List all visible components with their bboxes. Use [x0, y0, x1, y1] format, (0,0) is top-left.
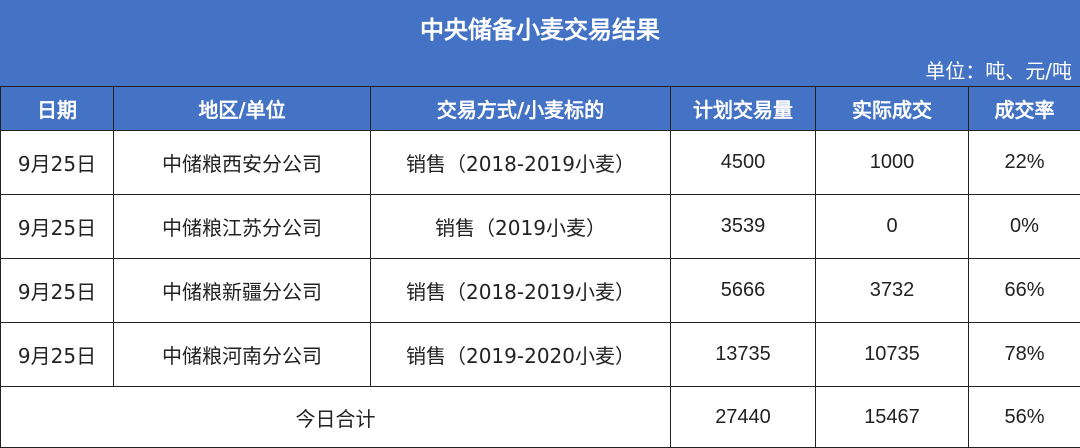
- cell-planned: 5666: [670, 258, 816, 323]
- cell-planned: 13735: [670, 322, 816, 387]
- results-table: 日期 地区/单位 交易方式/小麦标的 计划交易量 实际成交 成交率 9月25日中…: [0, 86, 1080, 448]
- cell-rate: 22%: [968, 130, 1080, 195]
- cell-unit: 中储粮新疆分公司: [113, 258, 371, 323]
- cell-rate: 78%: [968, 322, 1080, 387]
- cell-date: 9月25日: [0, 130, 114, 195]
- page-title: 中央储备小麦交易结果: [420, 16, 660, 44]
- cell-date: 9月25日: [0, 322, 114, 387]
- cell-actual: 1000: [815, 130, 969, 195]
- cell-method: 销售（2018-2019小麦）: [370, 258, 671, 323]
- cell-actual: 3732: [815, 258, 969, 323]
- cell-method: 销售（2019-2020小麦）: [370, 322, 671, 387]
- cell-planned: 4500: [670, 130, 816, 195]
- total-actual: 15467: [815, 386, 969, 448]
- cell-method: 销售（2019小麦）: [370, 194, 671, 259]
- total-row: 今日合计 27440 15467 56%: [0, 386, 1080, 448]
- header-row: 日期 地区/单位 交易方式/小麦标的 计划交易量 实际成交 成交率: [0, 86, 1080, 131]
- cell-date: 9月25日: [0, 194, 114, 259]
- cell-actual: 0: [815, 194, 969, 259]
- table-row: 9月25日 中储粮西安分公司 销售（2018-2019小麦） 4500 1000 22%: [0, 130, 1080, 195]
- header-method: 交易方式/小麦标的: [370, 86, 671, 131]
- total-rate: 56%: [968, 386, 1080, 448]
- unit-label: 单位：吨、元/吨: [925, 59, 1072, 83]
- cell-actual: 10735: [815, 322, 969, 387]
- total-label: 今日合计: [0, 386, 671, 448]
- cell-rate: 66%: [968, 258, 1080, 323]
- header-rate: 成交率: [968, 86, 1080, 131]
- header-planned: 计划交易量: [670, 86, 816, 131]
- table-row: 9月25日 中储粮新疆分公司 销售（2018-2019小麦） 5666 3732 66%: [0, 258, 1080, 323]
- header-unit: 地区/单位: [113, 86, 371, 131]
- title-band: 中央储备小麦交易结果 单位：吨、元/吨: [0, 0, 1080, 86]
- cell-method: 销售（2018-2019小麦）: [370, 130, 671, 195]
- header-actual: 实际成交: [815, 86, 969, 131]
- header-date: 日期: [0, 86, 114, 131]
- cell-unit: 中储粮河南分公司: [113, 322, 371, 387]
- cell-rate: 0%: [968, 194, 1080, 259]
- cell-unit: 中储粮西安分公司: [113, 130, 371, 195]
- table-row: 9月25日 中储粮江苏分公司 销售（2019小麦） 3539 0 0%: [0, 194, 1080, 259]
- total-planned: 27440: [670, 386, 816, 448]
- cell-date: 9月25日: [0, 258, 114, 323]
- cell-unit: 中储粮江苏分公司: [113, 194, 371, 259]
- table-row: 9月25日 中储粮河南分公司 销售（2019-2020小麦） 13735 10735 78…: [0, 322, 1080, 387]
- cell-planned: 3539: [670, 194, 816, 259]
